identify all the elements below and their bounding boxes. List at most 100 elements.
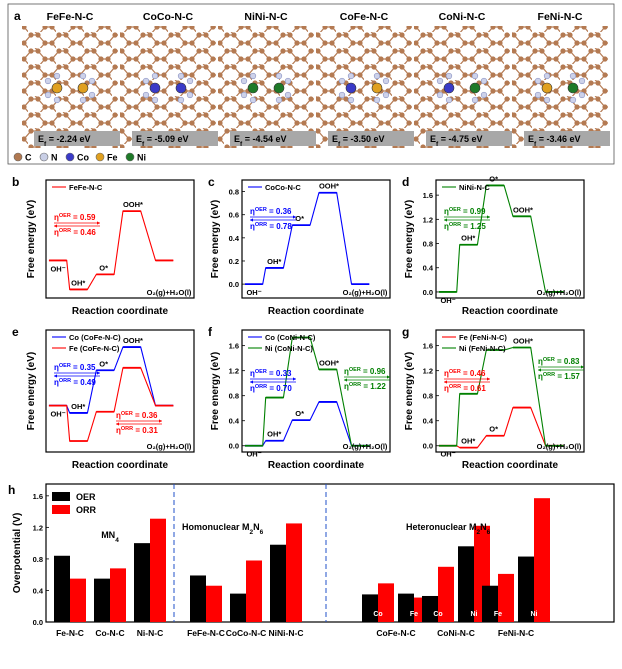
energy-profile-line bbox=[438, 184, 564, 293]
text-span: η bbox=[444, 207, 449, 216]
text-span: = 0.49 bbox=[71, 378, 96, 387]
state-label-final: O₂(g)+H₂O(l) bbox=[537, 442, 582, 451]
structure-title: CoFe-N-C bbox=[340, 11, 389, 23]
legend-label: NiNi-N-C bbox=[459, 183, 490, 192]
metal-atom bbox=[443, 82, 455, 94]
bar-oer bbox=[54, 555, 70, 622]
eta-oer-label: ηOER = 0.36 bbox=[250, 207, 292, 216]
text-span: η bbox=[250, 207, 255, 216]
lattice-image bbox=[218, 26, 314, 148]
legend-atom-label: C bbox=[25, 153, 32, 163]
state-label-final: O₂(g)+H₂O(l) bbox=[147, 442, 192, 451]
legend-swatch bbox=[52, 492, 70, 501]
text-span: = 1.22 bbox=[361, 382, 386, 391]
text-span: η bbox=[116, 426, 121, 435]
nitrogen-atom bbox=[445, 96, 453, 104]
bar-orr bbox=[70, 578, 86, 622]
x-tick-label: Fe-N-C bbox=[56, 628, 84, 638]
bar-orr bbox=[150, 518, 166, 622]
formation-energy-box bbox=[328, 131, 414, 146]
state-label-ooh-star: OOH* bbox=[513, 337, 533, 346]
y-tick-label: 0.2 bbox=[229, 257, 239, 266]
nitrogen-atom bbox=[338, 91, 346, 99]
y-axis-label: Free energy (eV) bbox=[404, 352, 415, 430]
eta-oer-arrowhead bbox=[487, 215, 490, 219]
nitrogen-atom bbox=[275, 72, 283, 80]
text-span: η bbox=[444, 369, 449, 378]
text-span: 2 bbox=[250, 529, 254, 536]
eta-orr-arrowhead bbox=[444, 218, 447, 222]
nitrogen-atom bbox=[53, 72, 61, 80]
state-label-o-star: O* bbox=[295, 409, 304, 418]
metal-atom bbox=[247, 82, 259, 94]
bar-orr bbox=[534, 498, 550, 622]
x-axis-label: Reaction coordinate bbox=[462, 460, 559, 471]
y-tick-label: 1.2 bbox=[423, 215, 433, 224]
state-label-final: O₂(g)+H₂O(l) bbox=[147, 288, 192, 297]
panel-e: e Reaction coordinate Free energy (eV) Co (… bbox=[12, 325, 195, 471]
y-tick-label: 0.4 bbox=[33, 586, 44, 595]
nitrogen-atom bbox=[534, 91, 542, 99]
y-axis-label: Free energy (eV) bbox=[210, 352, 221, 430]
nitrogen-atom bbox=[347, 72, 355, 80]
text-span: E bbox=[528, 134, 534, 144]
bar-oer bbox=[362, 594, 378, 622]
panel-letter: f bbox=[208, 325, 213, 339]
state-label-ooh-star: OOH* bbox=[319, 358, 339, 367]
panel-b: b Reaction coordinate Free energy (eV) FeFe… bbox=[12, 175, 195, 317]
metal-atom bbox=[149, 82, 161, 94]
nitrogen-atom bbox=[382, 91, 390, 99]
state-label-ooh-star: OOH* bbox=[319, 182, 339, 191]
text-span: 6 bbox=[487, 529, 491, 536]
panel-c: c Reaction coordinate Free energy (eV) 0.0 0… bbox=[208, 175, 391, 317]
state-label-oh-star: OH* bbox=[71, 278, 85, 287]
text-span: f bbox=[142, 141, 145, 148]
eta-orr-label: ηORR = 0.46 bbox=[54, 228, 96, 237]
y-axis-label: Overpotential (V) bbox=[12, 513, 23, 594]
nitrogen-atom bbox=[445, 72, 453, 80]
x-tick-label: CoNi-N-C bbox=[437, 628, 475, 638]
y-tick-label: 0.0 bbox=[423, 442, 433, 451]
nitrogen-atom bbox=[338, 77, 346, 85]
bar-oer bbox=[482, 585, 498, 622]
text-span: ORR bbox=[59, 378, 71, 384]
legend-label: FeFe-N-C bbox=[69, 183, 103, 192]
text-span: E bbox=[234, 134, 240, 144]
text-span: ORR bbox=[255, 222, 267, 228]
free-energy-panels: b Reaction coordinate Free energy (eV) FeFe… bbox=[12, 174, 585, 471]
text-span: OER bbox=[121, 411, 133, 417]
text-span: η bbox=[344, 367, 349, 376]
y-tick-label: 0.6 bbox=[229, 211, 239, 220]
eta-oer-label: ηOER = 0.83 bbox=[538, 357, 580, 366]
nitrogen-atom bbox=[240, 77, 248, 85]
nitrogen-atom bbox=[151, 72, 159, 80]
text-span: E bbox=[332, 134, 338, 144]
text-span: ORR bbox=[59, 228, 71, 234]
nitrogen-atom bbox=[569, 72, 577, 80]
state-label-o-star: O* bbox=[489, 174, 498, 183]
eta-oer-label: ηOER = 0.96 bbox=[344, 367, 386, 376]
lattice-image bbox=[316, 26, 412, 148]
text-span: = 0.70 bbox=[267, 384, 292, 393]
text-span: = 0.59 bbox=[71, 213, 96, 222]
text-span: η bbox=[344, 382, 349, 391]
nitrogen-atom bbox=[471, 96, 479, 104]
legend-label: Co (CoFe-N-C) bbox=[69, 333, 121, 342]
plot-frame bbox=[45, 179, 195, 299]
y-tick-label: 0.0 bbox=[423, 288, 433, 297]
nitrogen-atom bbox=[534, 77, 542, 85]
lattice-image bbox=[414, 26, 510, 148]
nitrogen-atom bbox=[436, 91, 444, 99]
legend-label: Co (CoNi-N-C) bbox=[265, 333, 316, 342]
nitrogen-atom bbox=[480, 91, 488, 99]
x-axis-label: Reaction coordinate bbox=[268, 306, 365, 317]
formation-energy-label: Ef = -4.54 eV bbox=[234, 134, 286, 148]
y-tick-label: 1.6 bbox=[229, 342, 239, 351]
bar-oer bbox=[94, 578, 110, 622]
text-span: = 0.83 bbox=[555, 357, 580, 366]
eta-oer-arrowhead bbox=[159, 419, 162, 423]
legend-swatch bbox=[52, 505, 70, 514]
bar-site-label: Fe bbox=[494, 611, 502, 618]
formation-energy-box bbox=[524, 131, 610, 146]
panel-letter-a: a bbox=[14, 9, 21, 23]
